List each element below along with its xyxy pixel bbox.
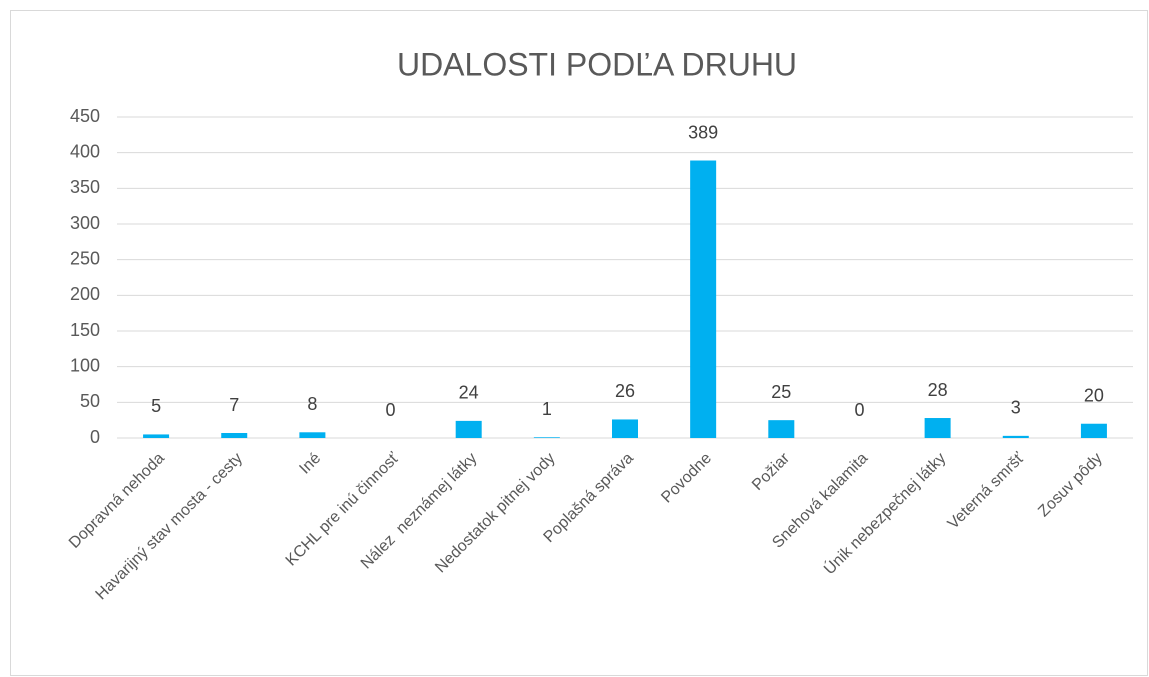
bar [221, 433, 248, 438]
bar [612, 419, 638, 438]
y-tick-label: 350 [70, 177, 100, 197]
data-label: 0 [386, 400, 396, 420]
data-label: 25 [771, 382, 791, 402]
bar [455, 420, 482, 438]
data-label: 8 [307, 394, 317, 414]
data-label: 3 [1011, 398, 1021, 418]
y-tick-label: 200 [70, 284, 100, 304]
chart-title: UDALOSTI PODĽA DRUHU [397, 46, 797, 82]
data-label: 26 [615, 381, 635, 401]
data-label: 5 [151, 396, 161, 416]
data-label: 28 [928, 380, 948, 400]
y-tick-label: 450 [70, 106, 100, 126]
data-label: 389 [688, 122, 718, 142]
bar [690, 160, 717, 438]
y-tick-label: 150 [70, 320, 100, 340]
bar [768, 420, 795, 438]
y-tick-label: 250 [70, 248, 100, 268]
bar [299, 432, 326, 438]
y-tick-label: 0 [90, 427, 100, 447]
bar [924, 418, 951, 438]
bar [1002, 435, 1029, 438]
y-tick-label: 400 [70, 141, 100, 161]
data-label: 24 [459, 383, 479, 403]
data-label: 0 [854, 400, 864, 420]
y-tick-label: 50 [80, 391, 100, 411]
chart-border [10, 10, 1148, 676]
y-tick-label: 100 [70, 355, 100, 375]
bar [143, 434, 170, 438]
y-tick-label: 300 [70, 213, 100, 233]
bar [1080, 423, 1107, 438]
data-label: 1 [542, 399, 552, 419]
data-label: 7 [229, 395, 239, 415]
data-label: 20 [1084, 385, 1104, 405]
bar [533, 437, 560, 438]
